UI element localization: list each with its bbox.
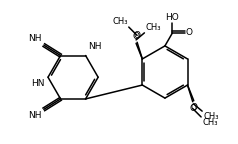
Text: HN: HN (31, 79, 45, 88)
Text: O: O (134, 31, 141, 40)
Text: NH: NH (28, 111, 42, 120)
Text: O: O (133, 32, 139, 41)
Text: NH: NH (28, 34, 42, 43)
Text: O: O (189, 104, 196, 113)
Text: CH₃: CH₃ (112, 17, 128, 26)
Text: CH₃: CH₃ (203, 112, 219, 121)
Text: O: O (186, 28, 193, 37)
Text: O: O (190, 103, 197, 112)
Text: CH₃: CH₃ (145, 23, 161, 32)
Text: CH₃: CH₃ (202, 118, 218, 127)
Text: HO: HO (165, 13, 179, 22)
Text: NH: NH (88, 42, 101, 51)
